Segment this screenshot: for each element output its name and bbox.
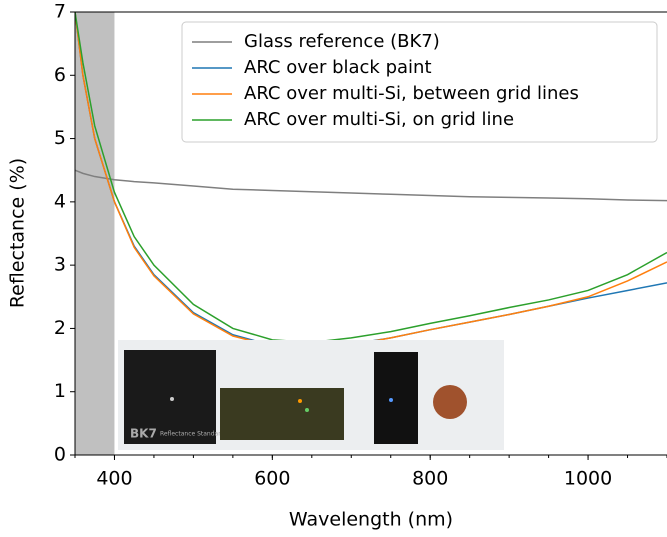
series-line <box>75 169 667 202</box>
shaded-region <box>75 12 115 455</box>
legend-label: ARC over multi-Si, on grid line <box>244 109 514 130</box>
bk7-sample <box>124 350 216 444</box>
x-axis-label: Wavelength (nm) <box>289 509 453 531</box>
penny <box>433 385 467 419</box>
x-tick-label: 600 <box>254 468 290 490</box>
legend-label: Glass reference (BK7) <box>244 31 440 52</box>
y-tick-label: 5 <box>54 127 66 149</box>
spot <box>389 398 393 402</box>
y-tick-label: 1 <box>54 380 66 402</box>
spot <box>298 399 302 403</box>
legend: Glass reference (BK7) ARC over black pain… <box>181 21 658 143</box>
inset-photo: BK7 Reflectance Standard <box>118 340 504 450</box>
legend-label: ARC over black paint <box>244 57 432 78</box>
x-tick-label: 800 <box>412 468 448 490</box>
spot <box>170 397 174 401</box>
y-axis-label: Reflectance (%) <box>7 158 29 308</box>
y-tick-label: 6 <box>54 64 66 86</box>
x-tick-label: 400 <box>96 468 132 490</box>
y-tick-label: 2 <box>54 317 66 339</box>
y-tick-label: 3 <box>54 254 66 276</box>
x-tick-label: 1000 <box>564 468 612 490</box>
spot <box>305 408 309 412</box>
inset-text: BK7 <box>130 427 157 441</box>
y-tick-label: 4 <box>54 190 66 212</box>
y-tick-label: 7 <box>54 1 66 23</box>
inset-text: Reflectance Standard <box>160 431 225 438</box>
legend-label: ARC over multi-Si, between grid lines <box>244 83 579 104</box>
axes: 0 1 2 3 4 5 6 7 400 600 800 1000 Glass reference (BK… <box>54 1 667 490</box>
black-paint-sample <box>374 352 418 444</box>
multi-si-sample <box>220 388 344 440</box>
y-tick-label: 0 <box>54 444 66 466</box>
legend-box <box>181 21 658 143</box>
